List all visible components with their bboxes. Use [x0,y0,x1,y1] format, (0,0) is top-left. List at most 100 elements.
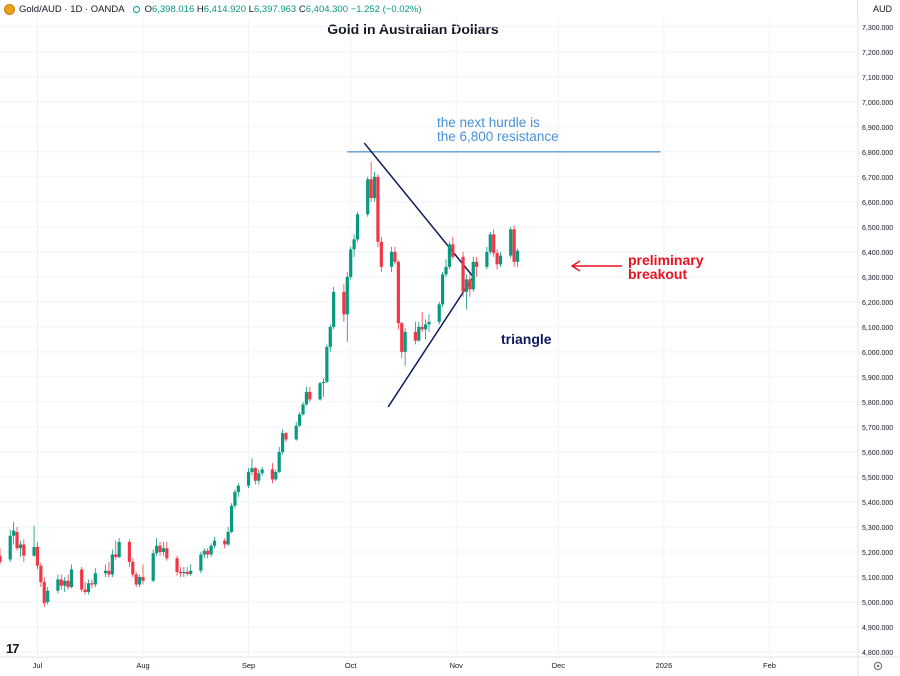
candle-body [107,570,111,575]
candle [46,586,50,605]
candle [107,561,111,577]
candle-body [332,291,336,327]
candle [15,526,19,551]
candle-body [137,576,142,585]
candle [393,246,397,265]
candle [284,431,288,442]
candle-body [69,569,74,587]
candle-body [209,545,213,555]
candle-body [318,383,322,400]
candle-body [420,326,424,330]
candle-body [257,473,261,481]
y-tick-label: 6,400.000 [862,250,893,257]
candle [475,256,479,277]
candle [349,246,353,280]
candle-body [226,531,230,545]
candle [471,256,475,292]
candle [301,401,305,416]
candle-body [246,471,251,486]
candle-body [294,425,298,440]
candle-body [202,550,206,555]
candle [498,251,503,267]
currency-label[interactable]: AUD [872,4,892,14]
candle-body [471,261,475,290]
annotation-triangle: triangle [501,331,552,347]
candle [468,274,472,297]
x-tick-label: Dec [552,661,566,670]
candle-body [260,469,264,474]
symbol-label[interactable]: Gold/AUD · 1D · OANDA [19,3,125,15]
candle-body [12,530,16,536]
candle [59,574,63,590]
candle-body [83,589,87,592]
candle-body [80,569,84,590]
gear-icon[interactable] [873,661,883,671]
tradingview-logo[interactable]: 17 [6,641,20,656]
symbol-header: Gold/AUD · 1D · OANDA O6,398.016 H6,414.… [0,0,421,18]
candle [182,566,186,577]
candle-body [185,571,189,574]
candle-body [369,179,373,199]
annotation-hurdle-line1: the next hurdle is [437,115,540,130]
candle [83,581,87,595]
y-tick-label: 7,100.000 [862,75,893,82]
x-tick-label: Aug [136,661,149,670]
y-tick-label: 6,600.000 [862,200,893,207]
candle [345,271,349,342]
candle [93,568,97,587]
y-tick-label: 5,700.000 [862,425,893,432]
candle-body [127,541,131,562]
candle-body [308,391,312,400]
y-tick-label: 5,600.000 [862,450,893,457]
y-tick-label: 6,900.000 [862,125,893,132]
candle-body [475,261,479,267]
y-tick-label: 6,200.000 [862,300,893,307]
candle-body [366,179,370,215]
candle [189,564,193,576]
candle-body [175,558,179,572]
candle-body [236,485,240,492]
candle [155,538,159,556]
candle [229,503,234,534]
candle [280,429,285,455]
candle [151,549,155,582]
candle-body [396,261,400,324]
y-axis: 4,800.000 4,900.000 5,000.000 5,100.000 5,20… [857,18,893,676]
candle [39,563,43,587]
candle [0,548,2,565]
candle-body [325,346,329,382]
y-tick-label: 6,300.000 [862,275,893,282]
candle [372,171,377,202]
candle-body [321,381,326,384]
candle [185,566,189,576]
candle [464,274,469,310]
y-tick-label: 5,800.000 [862,400,893,407]
candle-body [158,545,162,552]
candle-body [488,234,492,252]
candle [441,271,445,307]
candle-body [304,391,309,405]
y-tick-label: 6,000.000 [862,350,893,357]
candle-body [22,544,26,556]
candle-body [423,324,428,330]
breakout-arrow-head [570,260,581,272]
candle-body [110,554,114,575]
y-tick-label: 4,900.000 [862,625,893,632]
candle-body [498,255,503,265]
candle-body [86,583,91,592]
candle-body [59,579,63,586]
candle [417,321,421,342]
candle [253,466,257,485]
candle-body [206,550,210,555]
candle [103,564,108,577]
candle-body [93,573,97,585]
candle [134,571,138,587]
candle [318,381,322,401]
candle [63,576,67,592]
candles [0,161,520,607]
candle-body [427,321,431,325]
candle-body [42,581,46,604]
candle-body [389,251,394,267]
high-value: 6,414.920 [203,3,247,15]
